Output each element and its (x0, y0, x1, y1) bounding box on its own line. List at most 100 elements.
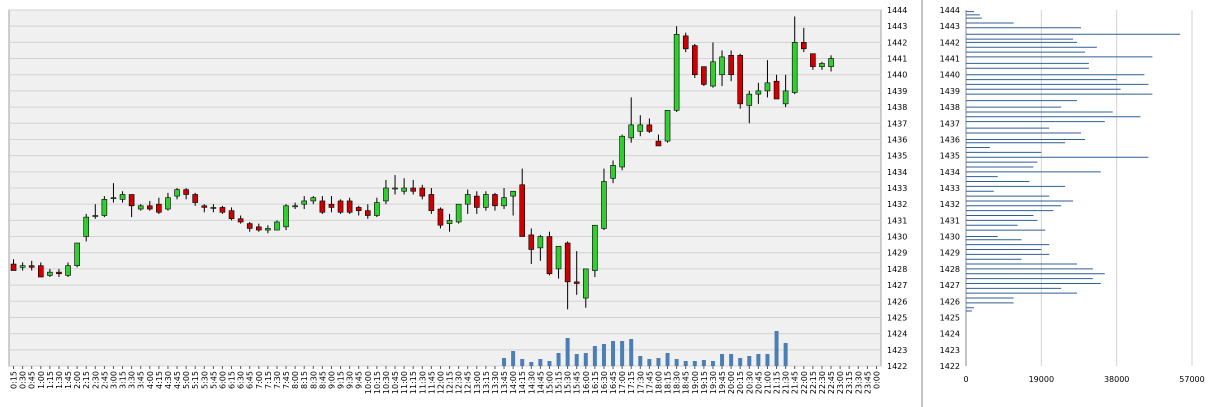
x-tick-label: 3:00 (109, 371, 118, 389)
volume-bar (538, 359, 543, 366)
candle-body (419, 187, 426, 197)
volume-bar (638, 356, 643, 366)
x-tick-label: 10:30 (382, 371, 391, 394)
volume-bar (720, 354, 725, 366)
volume-bar (611, 341, 616, 366)
candle-body (83, 216, 90, 237)
x-tick-label: 22:45 (827, 371, 836, 394)
y-tick-label: 1426 (887, 297, 907, 306)
profile-y-tick-label: 1430 (940, 233, 960, 242)
candle-body (501, 197, 507, 207)
profile-y-tick-label: 1439 (940, 87, 960, 96)
candle-body (555, 245, 562, 270)
x-tick-label: 1:15 (46, 371, 55, 389)
candle-body (337, 200, 344, 213)
y-tick-label: 1424 (887, 330, 907, 339)
candle-body (828, 58, 834, 67)
candle-body (201, 205, 208, 208)
volume-bar (765, 354, 770, 366)
candle-body (255, 226, 262, 231)
volume-bar (520, 359, 525, 366)
profile-x-tick-label: 0 (963, 375, 968, 384)
x-tick-label: 8:00 (291, 371, 300, 389)
x-tick-label: 20:45 (754, 371, 763, 394)
x-tick-label: 16:15 (591, 371, 600, 394)
candle-body (346, 200, 353, 213)
x-tick-label: 4:15 (155, 371, 164, 389)
candle-body (492, 194, 498, 207)
profile-y-tick-label: 1426 (940, 297, 960, 306)
candle-body (174, 189, 180, 197)
y-tick-label: 1432 (887, 200, 907, 209)
x-tick-label: 15:00 (545, 371, 554, 394)
x-tick-label: 0:00 (872, 371, 881, 389)
volume-bar (547, 361, 552, 366)
profile-y-tick-label: 1438 (940, 103, 960, 112)
profile-x-tick-label: 57000 (1179, 375, 1204, 384)
x-tick-label: 21:30 (782, 371, 791, 394)
x-tick-label: 12:00 (436, 371, 445, 394)
x-tick-label: 10:45 (391, 371, 400, 394)
candle-body (455, 203, 462, 223)
candle-body (383, 187, 389, 202)
candle-body (47, 271, 53, 276)
candle-body (546, 236, 553, 275)
candle-body (628, 124, 635, 139)
x-tick-label: 19:30 (709, 371, 718, 394)
x-tick-label: 17:30 (636, 371, 645, 394)
y-tick-label: 1435 (887, 152, 907, 161)
candle-body (573, 281, 580, 284)
x-tick-label: 3:30 (128, 371, 137, 389)
x-tick-label: 14:30 (527, 371, 536, 394)
volume-bar (674, 359, 679, 366)
x-tick-label: 11:15 (409, 371, 418, 394)
volume-bar (710, 361, 715, 366)
candle-body (446, 220, 453, 224)
x-tick-label: 9:30 (346, 371, 355, 389)
x-tick-label: 6:45 (246, 371, 255, 389)
candle-body (219, 207, 226, 213)
x-tick-label: 18:45 (682, 371, 691, 394)
x-tick-label: 16:45 (609, 371, 618, 394)
y-tick-label: 1442 (887, 38, 907, 47)
volume-bar (683, 361, 688, 366)
profile-y-tick-label: 1429 (940, 249, 960, 258)
volume-bar (511, 351, 516, 366)
volume-bar (583, 353, 588, 366)
x-tick-label: 21:45 (791, 371, 800, 394)
candle-body (510, 190, 516, 197)
candle-body (719, 56, 725, 76)
y-tick-label: 1423 (887, 346, 907, 355)
x-tick-label: 21:00 (763, 371, 772, 394)
x-tick-label: 5:30 (200, 371, 209, 389)
x-tick-label: 19:15 (700, 371, 709, 394)
candle-body (364, 210, 371, 216)
x-tick-label: 14:15 (518, 371, 527, 394)
x-tick-label: 16:00 (582, 371, 591, 394)
candle-body (74, 242, 80, 266)
candle-body (137, 205, 144, 210)
x-tick-label: 2:30 (91, 371, 100, 389)
x-tick-label: 17:45 (645, 371, 654, 394)
candle-body (592, 224, 598, 271)
candle-body (310, 197, 317, 202)
volume-bar (783, 343, 788, 366)
candle-body (301, 200, 308, 205)
profile-y-tick-label: 1443 (940, 22, 960, 31)
volume-bar (738, 358, 743, 366)
profile-y-tick-label: 1423 (940, 346, 960, 355)
x-tick-label: 17:15 (627, 371, 636, 394)
candle-body (473, 195, 480, 208)
y-tick-label: 1439 (887, 87, 907, 96)
x-tick-label: 0:15 (10, 371, 19, 389)
x-tick-label: 4:00 (146, 371, 155, 389)
y-tick-label: 1427 (887, 281, 907, 290)
y-tick-label: 1433 (887, 184, 907, 193)
x-tick-label: 5:00 (182, 371, 191, 389)
volume-bar (774, 331, 779, 366)
y-tick-label: 1444 (887, 6, 907, 15)
y-tick-label: 1437 (887, 119, 907, 128)
volume-bar (592, 346, 597, 366)
x-tick-label: 3:45 (137, 371, 146, 389)
